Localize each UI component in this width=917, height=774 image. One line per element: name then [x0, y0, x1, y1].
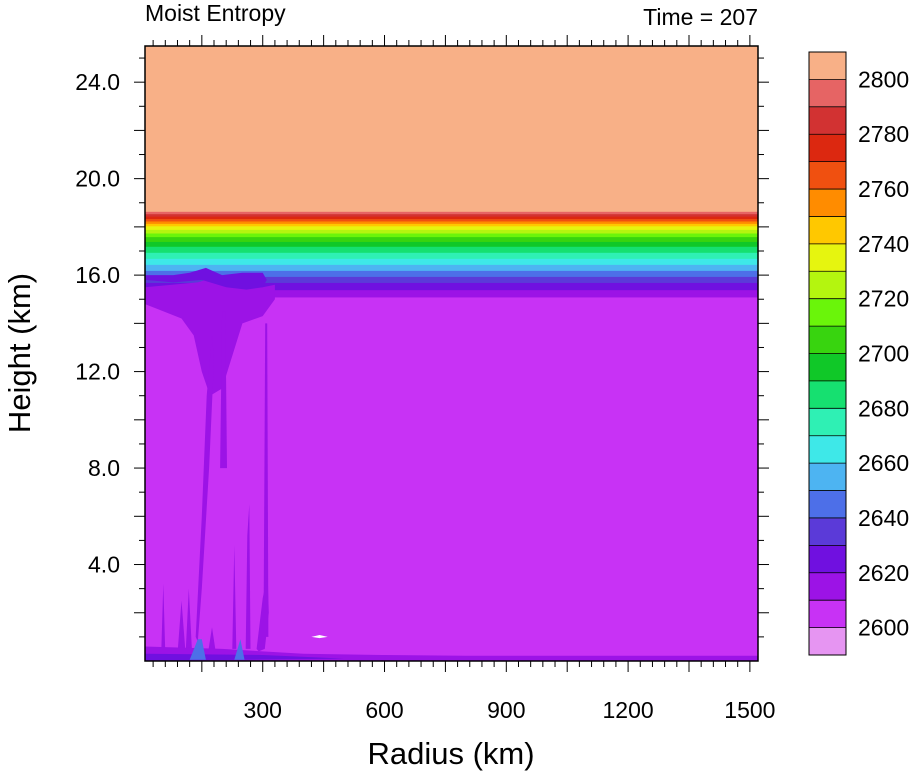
x-axis-label: Radius (km) — [367, 736, 534, 771]
contour-band-19 — [145, 211, 758, 215]
colorbar-swatch-0 — [809, 627, 846, 656]
contour-feature-4 — [256, 574, 269, 652]
contour-feature-0 — [145, 279, 275, 396]
contour-band-0 — [145, 296, 758, 652]
contour-band-9 — [145, 241, 758, 247]
contour-band-10 — [145, 236, 758, 242]
contour-band-1 — [145, 289, 758, 298]
contour-band-11 — [145, 232, 758, 238]
colorbar-swatch-3 — [809, 545, 846, 574]
y-tick-label: 16.0 — [75, 262, 120, 288]
contour-band-6 — [145, 258, 758, 265]
colorbar-label: 2700 — [858, 341, 909, 367]
colorbar-swatch-5 — [809, 490, 846, 519]
colorbar-swatch-14 — [809, 243, 846, 272]
colorbar-label: 2760 — [858, 176, 909, 202]
contour-band-7 — [145, 252, 758, 259]
colorbar-swatch-6 — [809, 463, 846, 491]
colorbar-label: 2660 — [858, 450, 909, 476]
contour-band-2 — [145, 282, 758, 291]
contour-band-3 — [145, 276, 758, 283]
colorbar-swatch-16 — [809, 189, 846, 217]
colorbar-label: 2740 — [858, 231, 909, 257]
colorbar-swatch-12 — [809, 298, 846, 327]
contour-feature-13 — [145, 267, 267, 290]
contour-feature-7 — [161, 583, 166, 654]
contour-band-14 — [145, 223, 758, 227]
x-tick-label: 1500 — [724, 697, 775, 723]
contour-feature-6 — [232, 545, 237, 649]
contour-band-4 — [145, 270, 758, 277]
contour-feature-15 — [234, 639, 245, 660]
colorbar-swatch-9 — [809, 380, 846, 409]
colorbar-label: 2640 — [858, 505, 909, 531]
contour-band-12 — [145, 229, 758, 234]
contour-band-17 — [145, 216, 758, 220]
colorbar-label: 2800 — [858, 66, 909, 92]
colorbar-swatch-20 — [809, 79, 846, 108]
contour-feature-5 — [245, 504, 251, 649]
colorbar-swatch-19 — [809, 106, 846, 135]
chart-title-right: Time = 207 — [643, 4, 758, 30]
colorbar-label: 2680 — [858, 395, 909, 421]
x-tick-label: 1200 — [603, 697, 654, 723]
colorbar-swatch-7 — [809, 435, 846, 464]
contour-feature-3 — [263, 323, 269, 637]
y-tick-label: 8.0 — [88, 455, 120, 481]
colorbar-swatch-15 — [809, 216, 846, 245]
contour-band-8 — [145, 246, 758, 253]
y-tick-label: 20.0 — [75, 166, 120, 192]
colorbar-swatch-21 — [809, 52, 846, 80]
colorbar-swatch-1 — [809, 600, 846, 628]
contour-band-15 — [145, 220, 758, 224]
colorbar-swatch-4 — [809, 517, 846, 546]
colorbar-swatch-10 — [809, 353, 846, 382]
colorbar-label: 2600 — [858, 615, 909, 641]
contour-band-16 — [145, 218, 758, 222]
colorbar-label: 2620 — [858, 560, 909, 586]
colorbar-label: 2720 — [858, 286, 909, 312]
colorbar-swatch-17 — [809, 161, 846, 190]
contour-band-18 — [145, 213, 758, 217]
colorbar: 2600 2620 2640 2660 2680 2700 2720 2740 2760 2780… — [808, 51, 909, 656]
colorbar-frame — [808, 51, 847, 656]
colorbar-swatch-8 — [809, 408, 846, 437]
contour-field — [145, 46, 758, 661]
plot-frame — [144, 45, 759, 662]
colorbar-swatch-18 — [809, 134, 846, 163]
contour-feature-9 — [185, 588, 193, 654]
x-tick-label: 300 — [244, 697, 282, 723]
x-tick-label: 600 — [365, 697, 403, 723]
contour-band-13 — [145, 225, 758, 230]
colorbar-swatch-11 — [809, 326, 846, 354]
contour-band-20 — [145, 46, 758, 212]
colorbar-swatch-2 — [809, 572, 846, 601]
contour-band-5 — [145, 264, 758, 271]
chart-title-left: Moist Entropy — [145, 0, 286, 26]
contour-feature-8 — [177, 600, 186, 654]
y-tick-label: 24.0 — [75, 69, 120, 95]
y-tick-label: 12.0 — [75, 359, 120, 385]
contour-feature-10 — [207, 627, 216, 654]
contour-feature-14 — [189, 639, 206, 660]
contour-feature-2 — [220, 311, 227, 469]
colorbar-swatch-13 — [809, 271, 846, 300]
contour-feature-1 — [195, 335, 214, 642]
contour-feature-16 — [311, 635, 328, 639]
x-tick-label: 900 — [487, 697, 525, 723]
colorbar-label: 2780 — [858, 121, 909, 147]
y-tick-label: 4.0 — [88, 552, 120, 578]
y-axis-label: Height (km) — [2, 273, 37, 433]
axis-ticks: 300 600 900 1200 1500 4.0 8.0 12.0 16.0 20.0 24.0 — [75, 35, 775, 723]
